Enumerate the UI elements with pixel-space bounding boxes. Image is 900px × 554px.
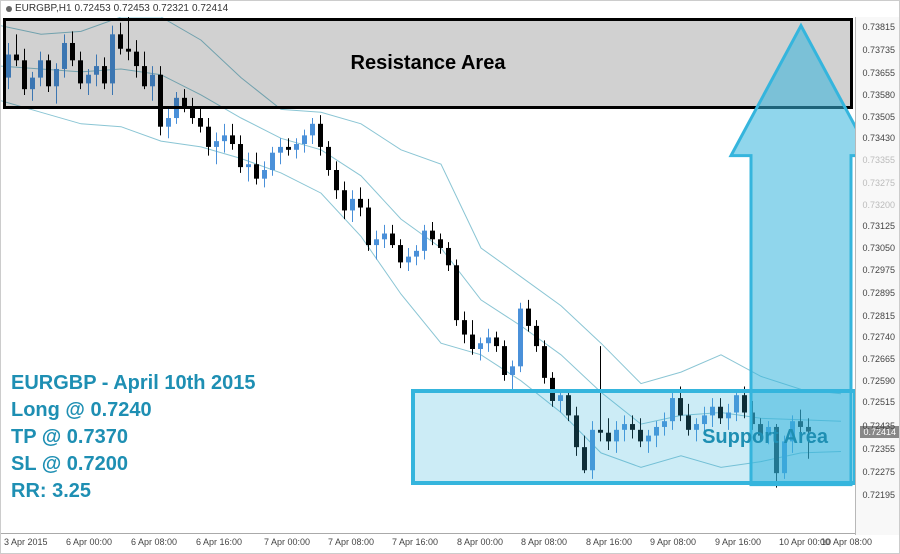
y-tick: 0.72740 (862, 332, 895, 342)
y-tick: 0.72355 (862, 444, 895, 454)
x-tick: 8 Apr 16:00 (586, 537, 632, 547)
y-tick: 0.73815 (862, 22, 895, 32)
chart-area[interactable]: Resistance Area Support Area EURGBP - Ap… (1, 17, 857, 535)
trade-tp: TP @ 0.7370 (11, 424, 256, 451)
y-tick: 0.73200 (862, 200, 895, 210)
y-tick: 0.73125 (862, 221, 895, 231)
y-tick: 0.73655 (862, 68, 895, 78)
y-tick: 0.72975 (862, 265, 895, 275)
trade-sl: SL @ 0.7200 (11, 451, 256, 478)
trade-long: Long @ 0.7240 (11, 397, 256, 424)
x-tick: 7 Apr 08:00 (328, 537, 374, 547)
x-tick: 7 Apr 16:00 (392, 537, 438, 547)
x-tick: 8 Apr 08:00 (521, 537, 567, 547)
x-tick: 6 Apr 16:00 (196, 537, 242, 547)
x-tick: 3 Apr 2015 (4, 537, 48, 547)
y-tick: 0.72275 (862, 467, 895, 477)
trade-info: EURGBP - April 10th 2015 Long @ 0.7240 T… (11, 370, 256, 505)
y-tick: 0.72515 (862, 397, 895, 407)
chart-header: EURGBP,H1 0.72453 0.72453 0.72321 0.7241… (6, 3, 228, 14)
y-tick: 0.73050 (862, 243, 895, 253)
dot-icon (6, 6, 12, 12)
x-axis: 3 Apr 2015 6 Apr 00:00 6 Apr 08:00 6 Apr 16… (1, 533, 857, 553)
ohlc-0: 0.72453 (75, 3, 111, 14)
y-tick: 0.72590 (862, 376, 895, 386)
y-tick: 0.72895 (862, 288, 895, 298)
y-tick: 0.72195 (862, 490, 895, 500)
x-tick: 9 Apr 16:00 (715, 537, 761, 547)
y-tick: 0.73505 (862, 112, 895, 122)
x-tick: 9 Apr 08:00 (650, 537, 696, 547)
y-axis: 0.72414 0.738150.737350.736550.735800.73… (855, 17, 899, 535)
trade-pair-date: EURGBP - April 10th 2015 (11, 370, 256, 397)
support-area: Support Area (411, 389, 857, 484)
y-tick: 0.73580 (862, 90, 895, 100)
ohlc-2: 0.72321 (153, 3, 189, 14)
ohlc-1: 0.72453 (114, 3, 150, 14)
y-tick: 0.73355 (862, 155, 895, 165)
x-tick: 6 Apr 00:00 (66, 537, 112, 547)
y-tick: 0.73430 (862, 133, 895, 143)
ohlc-3: 0.72414 (192, 3, 228, 14)
x-tick: 8 Apr 00:00 (457, 537, 503, 547)
y-tick: 0.73735 (862, 45, 895, 55)
x-tick: 10 Apr 08:00 (821, 537, 872, 547)
x-tick: 6 Apr 08:00 (131, 537, 177, 547)
y-tick: 0.73275 (862, 178, 895, 188)
x-tick: 7 Apr 00:00 (264, 537, 310, 547)
y-tick: 0.72665 (862, 354, 895, 364)
trade-rr: RR: 3.25 (11, 478, 256, 505)
y-tick: 0.72815 (862, 311, 895, 321)
support-label: Support Area (702, 426, 828, 449)
y-tick: 0.72435 (862, 421, 895, 431)
symbol-label: EURGBP,H1 (15, 3, 72, 14)
